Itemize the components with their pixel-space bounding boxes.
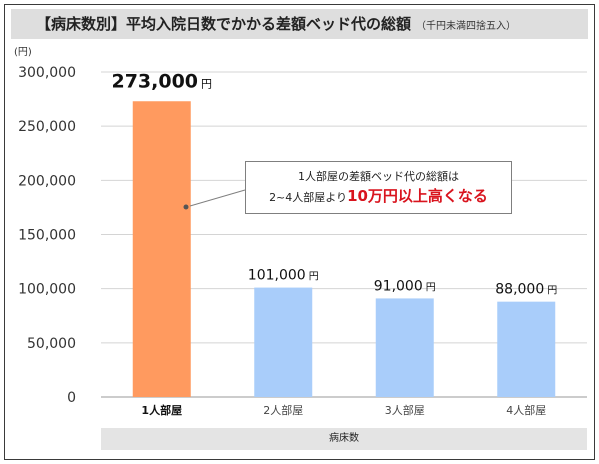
callout-pointer: [189, 189, 246, 207]
chart-title-note: （千円未満四捨五入）: [416, 21, 517, 32]
y-tick-label: 300,000: [18, 65, 76, 81]
y-tick-label: 100,000: [18, 282, 76, 298]
bar: [497, 301, 556, 397]
y-tick-label: 0: [67, 390, 76, 406]
data-label: 91,000 円: [374, 278, 436, 294]
annotation-highlight: 10万円以上高くなる: [347, 187, 488, 205]
chart-frame: [4, 4, 595, 460]
annotation-line1: 1人部屋の差額ベッド代の総額は: [298, 170, 459, 183]
bar: [375, 298, 434, 397]
x-tick-label: 2人部屋: [263, 403, 303, 417]
x-axis-title: 病床数: [101, 428, 587, 450]
data-label: 88,000 円: [495, 282, 557, 298]
annotation-line2: 2~4人部屋より10万円以上高くなる: [246, 185, 511, 209]
title-bar: 【病床数別】平均入院日数でかかる差額ベッド代の総額 （千円未満四捨五入）: [11, 9, 588, 39]
chart-title: 【病床数別】平均入院日数でかかる差額ベッド代の総額 （千円未満四捨五入）: [36, 9, 516, 39]
bar: [254, 287, 313, 397]
y-tick-label: 200,000: [18, 173, 76, 189]
annotation-callout: 1人部屋の差額ベッド代の総額は 2~4人部屋より10万円以上高くなる: [245, 161, 512, 214]
chart-title-text: 【病床数別】平均入院日数でかかる差額ベッド代の総額: [36, 15, 412, 33]
callout-pointer-dot: [183, 204, 189, 210]
x-tick-label: 1人部屋: [141, 403, 182, 417]
y-tick-label: 250,000: [18, 119, 76, 135]
annotation-line2-prefix: 2~4人部屋より: [269, 191, 348, 204]
data-label: 273,000 円: [111, 70, 212, 92]
x-tick-label: 3人部屋: [385, 403, 425, 417]
y-unit-label: (円): [14, 47, 32, 58]
data-label: 101,000 円: [248, 268, 319, 284]
y-tick-label: 50,000: [27, 336, 76, 352]
bar: [132, 101, 191, 397]
y-tick-label: 150,000: [18, 228, 76, 244]
x-tick-label: 4人部屋: [506, 403, 546, 417]
